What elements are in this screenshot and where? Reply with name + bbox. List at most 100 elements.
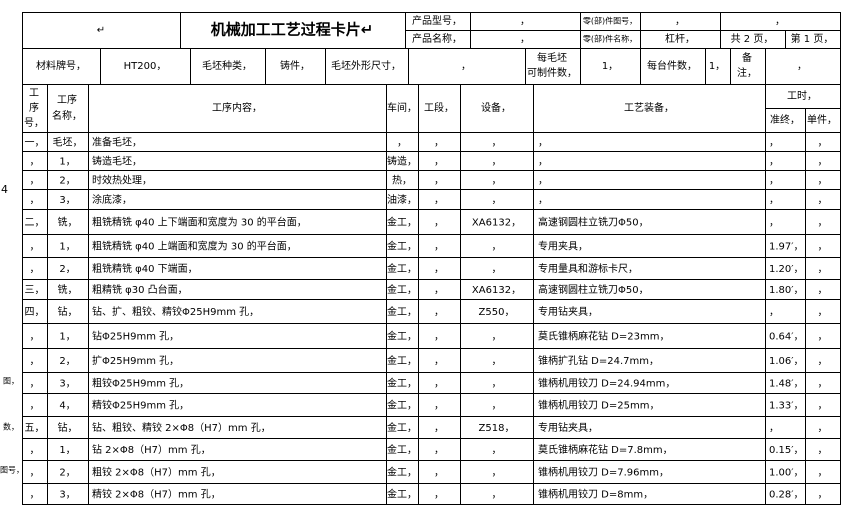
table-cell: 金工， bbox=[387, 443, 417, 456]
table-cell: 高速钢圆柱立铣刀Φ50， bbox=[538, 216, 649, 229]
table-cell: ， bbox=[818, 468, 828, 479]
table-cell: ， bbox=[30, 401, 40, 412]
table-cell: 金工， bbox=[387, 399, 417, 412]
table-cell: 锥柄机用铰刀 D=25mm， bbox=[538, 399, 659, 412]
column-header: 名称， bbox=[52, 109, 82, 122]
table-cell: 五， bbox=[25, 423, 45, 434]
table-cell: ， bbox=[434, 423, 444, 434]
table-cell: ， bbox=[818, 356, 828, 367]
header-cell: 每毛坯 bbox=[537, 51, 567, 64]
table-cell: ， bbox=[538, 195, 548, 206]
table-cell: ， bbox=[30, 157, 40, 168]
table-cell: ， bbox=[30, 468, 40, 479]
table-cell: 金工， bbox=[387, 377, 417, 390]
table-cell: 四， bbox=[25, 307, 45, 318]
table-cell: ， bbox=[818, 445, 828, 456]
header-cell: 备 bbox=[742, 51, 752, 64]
table-cell: 金工， bbox=[387, 262, 417, 275]
table-cell: ， bbox=[492, 264, 502, 275]
table-cell: ， bbox=[492, 138, 502, 149]
table-cell: 时效热处理， bbox=[92, 174, 152, 187]
table-cell: ， bbox=[818, 379, 828, 390]
table-cell: 1.48′， bbox=[769, 379, 804, 390]
table-cell: ， bbox=[434, 218, 444, 229]
table-cell: ， bbox=[434, 356, 444, 367]
table-cell: ， bbox=[769, 423, 779, 434]
table-cell: ， bbox=[818, 218, 828, 229]
table-cell: ， bbox=[30, 490, 40, 501]
table-cell: 铸造毛坯， bbox=[92, 155, 142, 168]
table-cell: 专用夹具， bbox=[538, 240, 588, 253]
table-cell: 0.28′， bbox=[769, 490, 804, 501]
header-cell: ， bbox=[461, 61, 471, 72]
column-header: 车间， bbox=[387, 101, 417, 114]
table-cell: 钻， bbox=[58, 421, 78, 434]
table-cell: ， bbox=[769, 176, 779, 187]
table-cell: 精铰Φ25H9mm 孔， bbox=[92, 399, 189, 412]
table-cell: 锥柄机用铰刀 D=24.94mm， bbox=[538, 377, 675, 390]
header-cell: 1， bbox=[602, 61, 618, 72]
table-cell: 2， bbox=[59, 356, 75, 367]
table-cell: Z550， bbox=[479, 307, 515, 318]
table-cell: 钻， bbox=[58, 305, 78, 318]
table-cell: ， bbox=[30, 379, 40, 390]
table-cell: 1.97′， bbox=[769, 242, 804, 253]
header-cell: 共 2 页， bbox=[731, 33, 774, 45]
table-cell: ， bbox=[434, 490, 444, 501]
table-cell: 扩Φ25H9mm 孔， bbox=[92, 354, 179, 367]
table-cell: 莫氏锥柄麻花钻 D=7.8mm， bbox=[538, 443, 673, 456]
header-cell: 可制件数， bbox=[527, 66, 577, 79]
table-cell: 1.20′， bbox=[769, 264, 804, 275]
table-cell: 金工， bbox=[387, 305, 417, 318]
table-cell: 1.06′， bbox=[769, 356, 804, 367]
table-cell: ， bbox=[769, 218, 779, 229]
table-cell: 3， bbox=[59, 195, 75, 206]
table-cell: 2， bbox=[59, 176, 75, 187]
table-cell: 钻Φ25H9mm 孔， bbox=[92, 330, 179, 343]
table-cell: 二， bbox=[25, 218, 45, 229]
header-cell: HT200， bbox=[124, 61, 167, 72]
table-cell: 4， bbox=[59, 401, 75, 412]
column-header: 准终， bbox=[770, 113, 800, 126]
header-cell: ， bbox=[675, 16, 685, 27]
table-cell: 高速钢圆柱立铣刀Φ50， bbox=[538, 283, 649, 296]
column-header: 工 bbox=[29, 88, 39, 99]
header-cell: 第 1 页， bbox=[791, 32, 834, 45]
table-cell: 1， bbox=[59, 445, 75, 456]
table-cell: ， bbox=[434, 468, 444, 479]
table-cell: 1， bbox=[59, 332, 75, 343]
table-cell: 粗铰 2×Φ8（H7）mm 孔， bbox=[92, 466, 221, 479]
table-cell: ， bbox=[818, 264, 828, 275]
table-cell: 金工， bbox=[387, 330, 417, 343]
table-cell: ， bbox=[818, 195, 828, 206]
table-cell: 1， bbox=[59, 157, 75, 168]
table-cell: 锥柄机用铰刀 D=8mm， bbox=[538, 488, 653, 501]
header-cell: 产品名称， bbox=[412, 32, 462, 45]
header-cell: 杠杆， bbox=[665, 32, 695, 45]
column-header: 工序 bbox=[57, 93, 77, 106]
table-cell: 3， bbox=[59, 490, 75, 501]
table-cell: ， bbox=[30, 176, 40, 187]
header-cell: 零(部)件名称， bbox=[583, 34, 637, 44]
table-cell: ， bbox=[434, 242, 444, 253]
table-cell: 专用钻夹具， bbox=[538, 421, 598, 434]
table-cell: ， bbox=[818, 423, 828, 434]
table-cell: ， bbox=[434, 379, 444, 390]
header-cell: 毛坯种类， bbox=[202, 59, 252, 72]
table-cell: ， bbox=[492, 401, 502, 412]
table-cell: 钻 2×Φ8（H7）mm 孔， bbox=[92, 443, 211, 456]
table-cell: 锥柄机用铰刀 D=7.96mm， bbox=[538, 466, 669, 479]
table-cell: ， bbox=[492, 490, 502, 501]
table-cell: ， bbox=[818, 157, 828, 168]
table-cell: 1.80′， bbox=[769, 285, 804, 296]
table-cell: 1.00′， bbox=[769, 468, 804, 479]
table-cell: 热， bbox=[392, 174, 412, 187]
table-cell: ， bbox=[538, 176, 548, 187]
table-cell: ， bbox=[492, 379, 502, 390]
table-cell: 粗铣精铣 φ40 下端面， bbox=[92, 262, 198, 275]
margin-note: 4 bbox=[1, 183, 8, 196]
column-header: 单件， bbox=[807, 114, 837, 126]
margin-note: 数， bbox=[3, 422, 19, 432]
column-header: 工时， bbox=[787, 90, 817, 102]
